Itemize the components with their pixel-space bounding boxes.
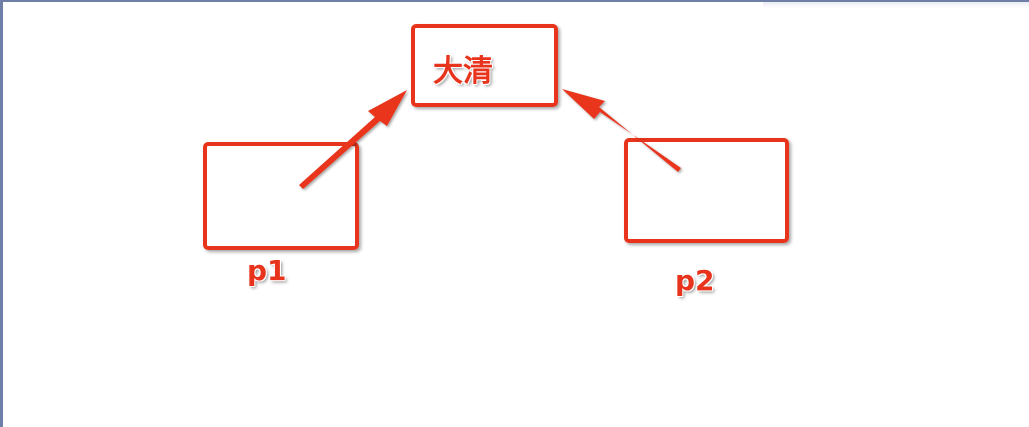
right-node-label: p2 (675, 264, 715, 297)
right-node-box (624, 138, 789, 243)
left-node-label: p1 (247, 254, 287, 287)
left-node-box (203, 142, 359, 250)
window-shade (763, 2, 1029, 8)
top-node-label: 大清 (433, 54, 493, 89)
top-node-box (411, 24, 558, 107)
